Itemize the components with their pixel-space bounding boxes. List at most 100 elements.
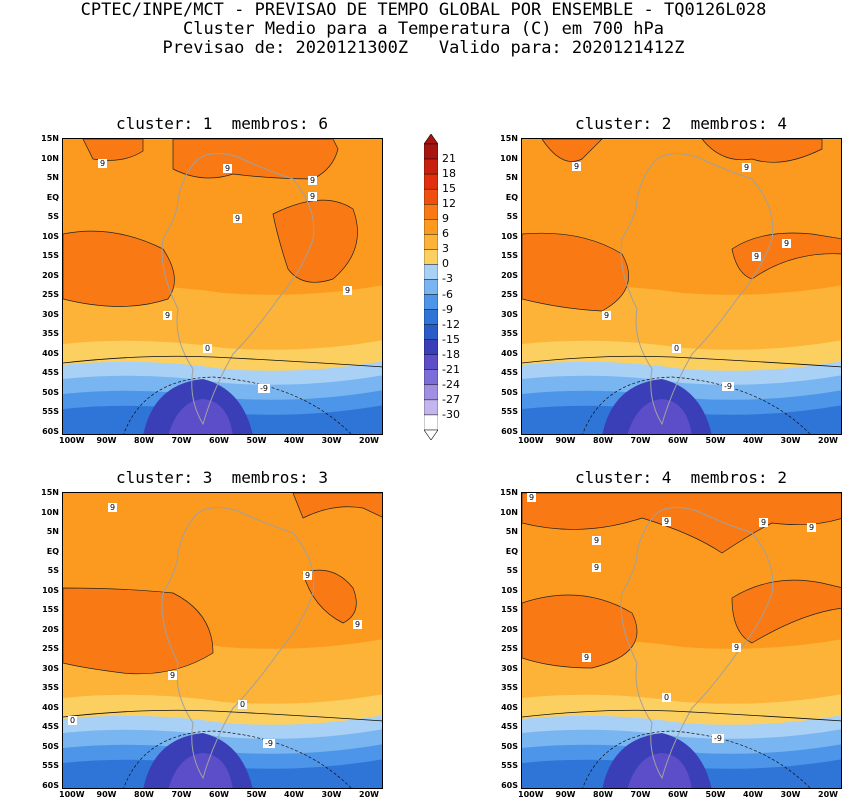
- contour-label: 9: [732, 643, 742, 652]
- y-tick-label: 5N: [505, 173, 518, 183]
- x-tick-label: 40W: [743, 790, 763, 799]
- colorbar-label: 18: [442, 167, 456, 181]
- contour-label: 9: [303, 571, 313, 580]
- colorbar-segment: [424, 173, 438, 190]
- y-tick-label: 50S: [42, 387, 59, 397]
- y-tick-label: EQ: [46, 546, 59, 556]
- contour-label: 9: [233, 214, 243, 223]
- warm-region: [292, 493, 382, 519]
- warm-region: [522, 594, 638, 669]
- y-tick-label: 15S: [42, 605, 59, 615]
- y-tick-label: 5S: [506, 566, 518, 576]
- colorbar-label: -27: [442, 392, 460, 406]
- y-tick-label: 15N: [500, 134, 518, 143]
- warm-region: [272, 199, 358, 283]
- contour-label: -9: [712, 734, 724, 743]
- y-tick-label: 25S: [42, 290, 59, 300]
- x-tick-label: 40W: [743, 436, 763, 445]
- y-tick-label: 40S: [501, 702, 518, 712]
- temperature-field: [522, 493, 841, 788]
- y-tick-label: 20S: [501, 270, 518, 280]
- warm-region: [172, 139, 339, 180]
- y-tick-label: 15N: [41, 134, 59, 143]
- warm-region: [82, 139, 144, 161]
- y-tick-label: 15S: [42, 251, 59, 261]
- y-tick-label: 30S: [501, 663, 518, 673]
- colorbar-label: -15: [442, 332, 460, 346]
- x-tick-label: 90W: [555, 790, 576, 799]
- x-tick-label: 20W: [818, 436, 838, 445]
- contour-label: 9: [108, 503, 118, 512]
- colorbar-segment: [424, 294, 438, 310]
- y-tick-label: 20S: [42, 270, 59, 280]
- panel-3-title: cluster: 3 membros: 3: [116, 468, 328, 487]
- x-tick-label: 20W: [818, 790, 838, 799]
- isoline-minus9: [582, 730, 811, 788]
- contour-label: 9: [572, 162, 582, 171]
- y-tick-label: EQ: [505, 192, 518, 202]
- contour-label: 0: [68, 716, 78, 725]
- x-tick-label: 60W: [668, 436, 688, 445]
- y-tick-label: 55S: [501, 761, 518, 771]
- colorbar-segment: [424, 204, 438, 220]
- coastline: [620, 153, 774, 426]
- y-tick-label: 45S: [42, 722, 59, 732]
- temperature-field: [63, 139, 382, 434]
- y-tick-label: 55S: [42, 761, 59, 771]
- x-tick-label: 30W: [780, 790, 801, 799]
- x-tick-label: 50W: [246, 436, 267, 445]
- colorbar-bottom-arrow: [424, 429, 438, 440]
- colorbar-segment: [424, 399, 438, 416]
- colorbar-label: -30: [442, 407, 460, 421]
- colorbar-label: 9: [442, 212, 449, 226]
- y-tick-label: EQ: [46, 192, 59, 202]
- contour-label: -9: [263, 739, 275, 748]
- colorbar-segment: [424, 414, 438, 431]
- y-tick-label: 55S: [42, 407, 59, 417]
- y-tick-label: 50S: [501, 387, 518, 397]
- colorbar-top-arrow: [424, 134, 438, 145]
- y-tick-label: 45S: [501, 368, 518, 378]
- y-tick-label: 15S: [501, 605, 518, 615]
- x-tick-label: 50W: [705, 790, 726, 799]
- map-panel-1: 9 9 9 9 9 9 9 0 -9: [62, 138, 383, 435]
- x-tick-label: 100W: [59, 436, 85, 445]
- y-tick-label: 5S: [47, 212, 59, 222]
- y-tick-label: 15N: [500, 488, 518, 497]
- contour-label: 9: [308, 192, 318, 201]
- x-tick-label: 80W: [134, 436, 154, 445]
- y-tick-label: 60S: [42, 781, 59, 790]
- x-tick-label: 60W: [209, 436, 229, 445]
- warm-region: [63, 230, 175, 307]
- colorbar-segment: [424, 354, 438, 370]
- cold-core-inner: [168, 399, 233, 434]
- cold-core-inner: [168, 753, 233, 788]
- y-tick-label: 60S: [501, 781, 518, 790]
- contour-label: 9: [662, 517, 672, 526]
- y-tick-label: 15S: [501, 251, 518, 261]
- colorbar-label: 3: [442, 242, 449, 256]
- contour-label: 0: [662, 693, 672, 702]
- panel-2-title: cluster: 2 membros: 4: [575, 114, 787, 133]
- contour-label: 0: [203, 344, 213, 353]
- figure-title-line3: Previsao de: 2020121300Z Valido para: 20…: [162, 38, 685, 58]
- colorbar-label: -6: [442, 287, 453, 301]
- y-tick-label: 10N: [41, 507, 59, 517]
- x-tick-label: 90W: [555, 436, 576, 445]
- x-tick-label: 60W: [209, 790, 229, 799]
- contour-label: 9: [163, 311, 173, 320]
- colorbar-segment: [424, 369, 438, 386]
- y-tick-label: EQ: [505, 546, 518, 556]
- isoline-minus9: [123, 730, 352, 788]
- colorbar-label: -21: [442, 362, 460, 376]
- y-tick-label: 10S: [42, 231, 59, 241]
- colorbar-segment: [424, 188, 438, 205]
- contour-label: 9: [592, 563, 602, 572]
- contour-label: 9: [527, 493, 537, 502]
- x-tick-label: 20W: [359, 790, 379, 799]
- temperature-field: [63, 493, 382, 788]
- contour-label: 9: [582, 653, 592, 662]
- map-panel-3: 9 9 9 9 0 0 -9: [62, 492, 383, 789]
- warm-region: [701, 139, 823, 163]
- x-tick-label: 20W: [359, 436, 379, 445]
